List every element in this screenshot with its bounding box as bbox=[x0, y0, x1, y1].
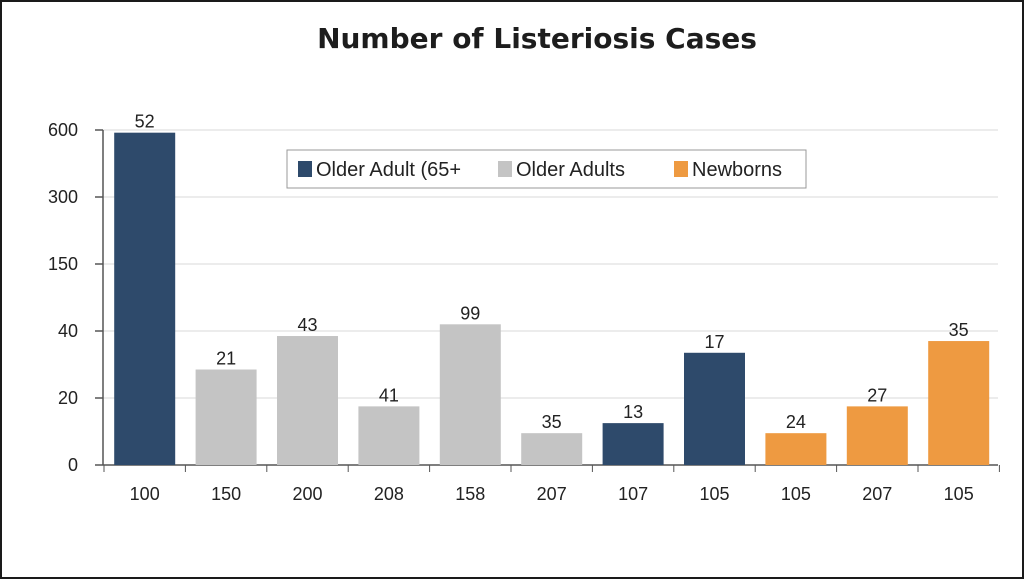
y-tick-label: 300 bbox=[48, 187, 78, 207]
legend-swatch bbox=[674, 161, 688, 177]
legend-swatch bbox=[298, 161, 312, 177]
bar bbox=[195, 369, 257, 465]
bar bbox=[277, 336, 338, 465]
y-tick-label: 20 bbox=[58, 388, 78, 408]
bars bbox=[114, 132, 990, 465]
data-label: 21 bbox=[216, 349, 236, 369]
data-label: 52 bbox=[135, 112, 155, 132]
bar bbox=[684, 352, 745, 465]
chart-title: Number of Listeriosis Cases bbox=[317, 22, 757, 55]
bar bbox=[439, 324, 501, 465]
data-label: 35 bbox=[542, 412, 562, 432]
x-tick-label: 105 bbox=[781, 484, 811, 504]
x-axis-ticks: 100 150 200 208 158 207 107 105 105 207 105 bbox=[103, 465, 1000, 504]
data-label: 41 bbox=[379, 385, 399, 405]
data-label: 13 bbox=[623, 402, 643, 422]
y-tick-label: 600 bbox=[48, 120, 78, 140]
bar bbox=[358, 406, 420, 465]
bar bbox=[521, 433, 583, 465]
bar bbox=[846, 406, 908, 465]
x-tick-label: 200 bbox=[292, 484, 322, 504]
data-label: 35 bbox=[949, 320, 969, 340]
bar bbox=[765, 433, 827, 465]
data-label: 24 bbox=[786, 412, 806, 432]
data-labels: 52 21 43 41 99 35 13 17 24 27 35 bbox=[135, 112, 969, 432]
legend-label: Older Adults bbox=[516, 159, 625, 181]
x-tick-label: 207 bbox=[862, 484, 892, 504]
x-tick-label: 208 bbox=[374, 484, 404, 504]
legend-label: Older Adult (65+ bbox=[316, 159, 461, 181]
legend-label: Newborns bbox=[692, 159, 782, 181]
y-tick-label: 40 bbox=[58, 321, 78, 341]
x-tick-label: 105 bbox=[699, 484, 729, 504]
data-label: 43 bbox=[297, 315, 317, 335]
bar bbox=[114, 132, 176, 465]
data-label: 99 bbox=[460, 303, 480, 323]
x-tick-label: 150 bbox=[211, 484, 241, 504]
legend: Older Adult (65+ Older Adults Newborns bbox=[286, 149, 807, 189]
data-label: 27 bbox=[867, 385, 887, 405]
x-tick-label: 105 bbox=[944, 484, 974, 504]
y-tick-label: 0 bbox=[68, 455, 78, 475]
x-tick-label: 158 bbox=[455, 484, 485, 504]
x-tick-label: 100 bbox=[130, 484, 160, 504]
data-label: 17 bbox=[704, 332, 724, 352]
x-tick-label: 107 bbox=[618, 484, 648, 504]
y-axis-ticks: 0 20 40 150 300 600 bbox=[48, 120, 103, 475]
y-tick-label: 150 bbox=[48, 254, 78, 274]
bar bbox=[928, 341, 990, 465]
legend-box bbox=[286, 149, 807, 189]
legend-swatch bbox=[498, 161, 512, 177]
x-tick-label: 207 bbox=[537, 484, 567, 504]
bar bbox=[602, 423, 664, 465]
